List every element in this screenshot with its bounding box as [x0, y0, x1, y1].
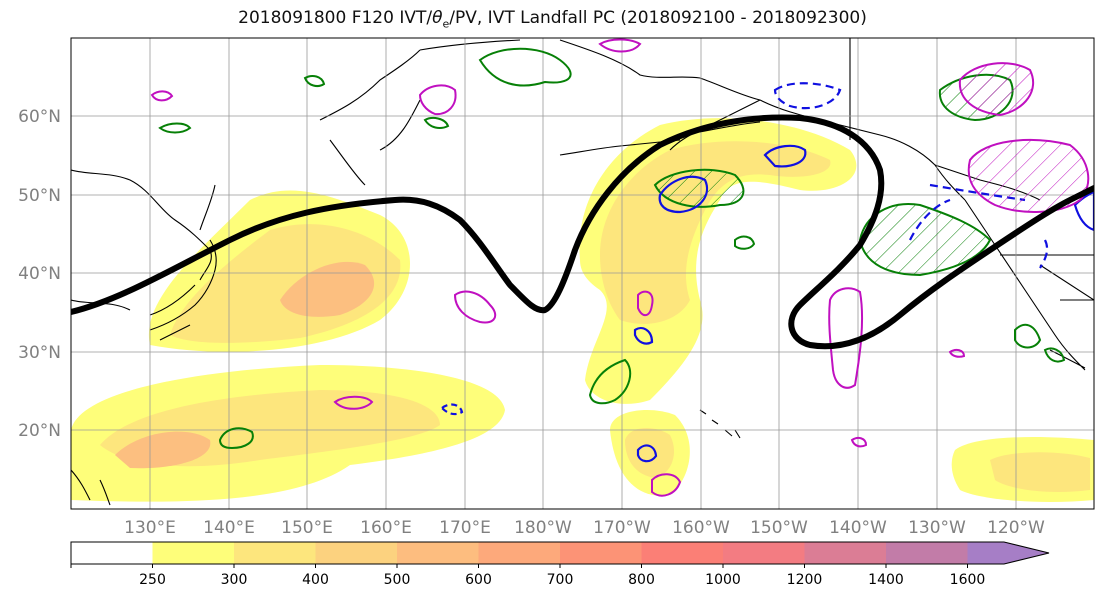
lat-label: 40°N	[18, 264, 61, 284]
lon-label: 140°E	[203, 518, 255, 538]
landfall-pc-contour	[71, 114, 1094, 350]
green-contour-sub4	[734, 235, 756, 250]
green-contour-sub6	[303, 75, 326, 87]
lon-label: 150°W	[750, 518, 808, 538]
colorbar-segment	[397, 542, 479, 564]
coast-japan	[149, 239, 217, 341]
blue-contour-trop	[636, 444, 658, 463]
lat-label: 20°N	[18, 421, 61, 441]
colorbar-tick-label: 500	[384, 572, 411, 588]
coast-sakhalin	[199, 184, 216, 231]
colorbar-tick-label: 1600	[950, 572, 986, 588]
lon-label: 150°E	[281, 518, 333, 538]
lon-label: 130°E	[124, 518, 176, 538]
colorbar-tick-label: 300	[221, 572, 248, 588]
blue-contour-dash-ak	[773, 82, 842, 110]
colorbar: 250 300 400 500 600 700 800 1000 1200 1400 1600	[70, 541, 1051, 588]
coast-kamchatka	[319, 49, 421, 186]
colorbar-segment	[315, 542, 398, 564]
magenta-contour-bc	[967, 139, 1090, 213]
colorbar-segment	[723, 542, 805, 564]
ivt-east-core	[990, 452, 1090, 492]
map-layers	[71, 38, 1094, 509]
colorbar-tick-label: 400	[302, 572, 329, 588]
magenta-contour-5	[150, 90, 174, 102]
coast-siberia	[419, 39, 701, 79]
magenta-contour-6	[637, 290, 654, 317]
green-contour-sub1	[588, 358, 632, 405]
coast-hawaii	[699, 409, 741, 439]
lon-label: 180°W	[514, 518, 572, 538]
colorbar-segment	[886, 542, 968, 564]
green-contour-sub7	[423, 117, 450, 129]
lat-label: 60°N	[18, 107, 61, 127]
colorbar-border	[70, 541, 1050, 565]
lat-label: 50°N	[18, 186, 61, 206]
colorbar-tick-label: 250	[139, 572, 166, 588]
lon-label: 170°E	[439, 518, 491, 538]
colorbar-tick-label: 600	[465, 572, 492, 588]
colorbar-segment	[234, 542, 316, 564]
colorbar-segment	[641, 542, 724, 564]
blue-contours	[440, 82, 1094, 463]
gridlines	[71, 38, 1094, 509]
coast-philippines	[71, 469, 111, 506]
magenta-contour-7	[948, 348, 966, 358]
colorbar-tick-label: 800	[628, 572, 655, 588]
blue-contour-sub	[633, 326, 654, 345]
ivt-tropical-core	[625, 428, 675, 478]
colorbar-tick-label: 1000	[705, 572, 741, 588]
magenta-contour-8	[850, 436, 868, 448]
magenta-contour-3	[651, 473, 682, 497]
colorbar-tip-mask	[1004, 542, 1051, 564]
ivt-subtropical-core	[115, 431, 211, 469]
magenta-contour-2	[333, 395, 374, 410]
colorbar-segment	[71, 542, 153, 564]
colorbar-segment	[560, 542, 642, 564]
lon-labels: 130°E 140°E 150°E 160°E 170°E 180°W 170°…	[124, 518, 1045, 538]
colorbar-segment	[152, 542, 235, 564]
colorbar-tick-label: 700	[547, 572, 574, 588]
lon-label: 160°W	[672, 518, 730, 538]
colorbar-tick-label: 1200	[787, 572, 823, 588]
blue-contour-dash-sub	[440, 403, 464, 416]
lon-label: 140°W	[829, 518, 887, 538]
magenta-contour-1	[453, 290, 497, 324]
colorbar-tick-label: 1400	[868, 572, 904, 588]
map-title: 2018091800 F120 IVT/θe/PV, IVT Landfall …	[238, 8, 867, 31]
lon-label: 130°W	[908, 518, 966, 538]
lat-labels: 20°N 30°N 40°N 50°N 60°N	[18, 107, 61, 441]
magenta-contour-ne	[958, 62, 1035, 117]
green-contour-gulf	[858, 203, 992, 277]
colorbar-segment	[804, 542, 887, 564]
map-border	[70, 37, 1095, 510]
green-contour-sub3	[1014, 323, 1042, 349]
green-contour-sub2	[218, 427, 254, 450]
lon-label: 160°E	[360, 518, 412, 538]
magenta-contour-4	[598, 38, 642, 53]
magenta-contour-kam	[418, 84, 457, 116]
green-contour-sub5	[158, 122, 192, 134]
lon-label: 170°W	[593, 518, 651, 538]
ivt-plume-west-core	[280, 261, 375, 317]
blue-contour-east	[1073, 190, 1094, 232]
colorbar-segment	[478, 542, 561, 564]
green-contour-sub8	[1043, 347, 1066, 363]
green-contour-bering	[478, 47, 572, 87]
blue-contour-nepac	[658, 175, 708, 214]
lat-label: 30°N	[18, 343, 61, 363]
blue-contour-gulf-a	[763, 144, 807, 168]
lon-label: 120°W	[987, 518, 1045, 538]
